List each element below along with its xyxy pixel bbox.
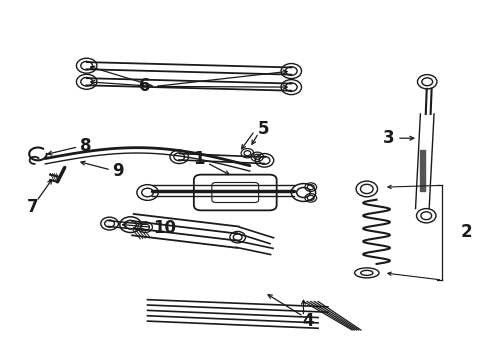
Text: 7: 7: [27, 198, 39, 216]
Text: 1: 1: [193, 150, 204, 168]
Text: 3: 3: [383, 129, 394, 147]
Text: 8: 8: [80, 137, 92, 155]
Text: 5: 5: [258, 120, 270, 138]
Text: 6: 6: [139, 77, 151, 95]
Text: 9: 9: [113, 162, 124, 180]
Text: 4: 4: [302, 312, 314, 330]
Text: 2: 2: [461, 223, 472, 241]
Text: 10: 10: [153, 219, 176, 237]
